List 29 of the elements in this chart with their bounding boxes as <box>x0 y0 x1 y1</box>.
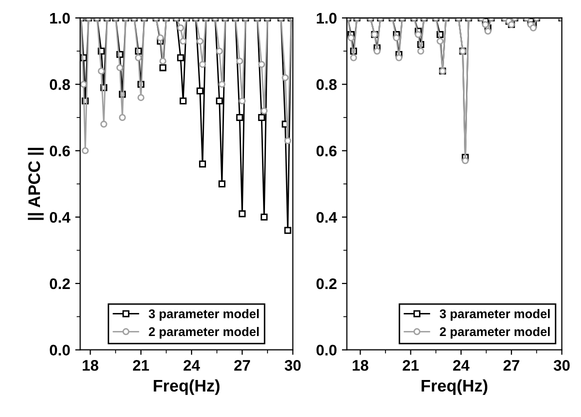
y-tick-label: 0.2 <box>316 278 337 290</box>
y-tick-label: 1.0 <box>50 12 70 24</box>
x-tick-label: 27 <box>503 360 520 371</box>
legend-label: 3 parameter model <box>148 309 259 321</box>
x-tick-label: 24 <box>453 360 470 371</box>
x-tick-label: 18 <box>82 360 98 371</box>
y-tick-label: 0.0 <box>50 344 70 356</box>
x-tick-label: 30 <box>284 360 301 371</box>
y-tick-label: 0.4 <box>316 212 338 223</box>
y-tick-label: 0.6 <box>50 146 70 156</box>
y-tick-label: 0.8 <box>50 79 70 90</box>
y-tick-label: 0.4 <box>50 212 70 223</box>
x-tick-label: 21 <box>132 360 150 371</box>
x-tick-label: 30 <box>554 360 570 371</box>
legend-label: 3 parameter model <box>440 309 550 321</box>
y-tick-label: 1.0 <box>316 12 337 24</box>
y-tick-label: 0.6 <box>316 146 337 156</box>
x-tick-label: 18 <box>352 360 368 371</box>
y-tick-label: 0.0 <box>316 344 337 356</box>
y-axis-title: || APCC || <box>28 148 44 220</box>
x-axis-title: Freq(Hz) <box>154 379 220 395</box>
x-tick-label: 27 <box>234 360 250 371</box>
legend-label: 2 parameter model <box>440 326 550 339</box>
x-tick-label: 21 <box>402 360 419 371</box>
y-tick-label: 0.8 <box>316 79 337 90</box>
x-axis-title: Freq(Hz) <box>422 379 488 395</box>
y-tick-label: 0.2 <box>50 278 70 290</box>
x-tick-label: 24 <box>184 360 200 371</box>
legend-label: 2 parameter model <box>148 326 259 339</box>
